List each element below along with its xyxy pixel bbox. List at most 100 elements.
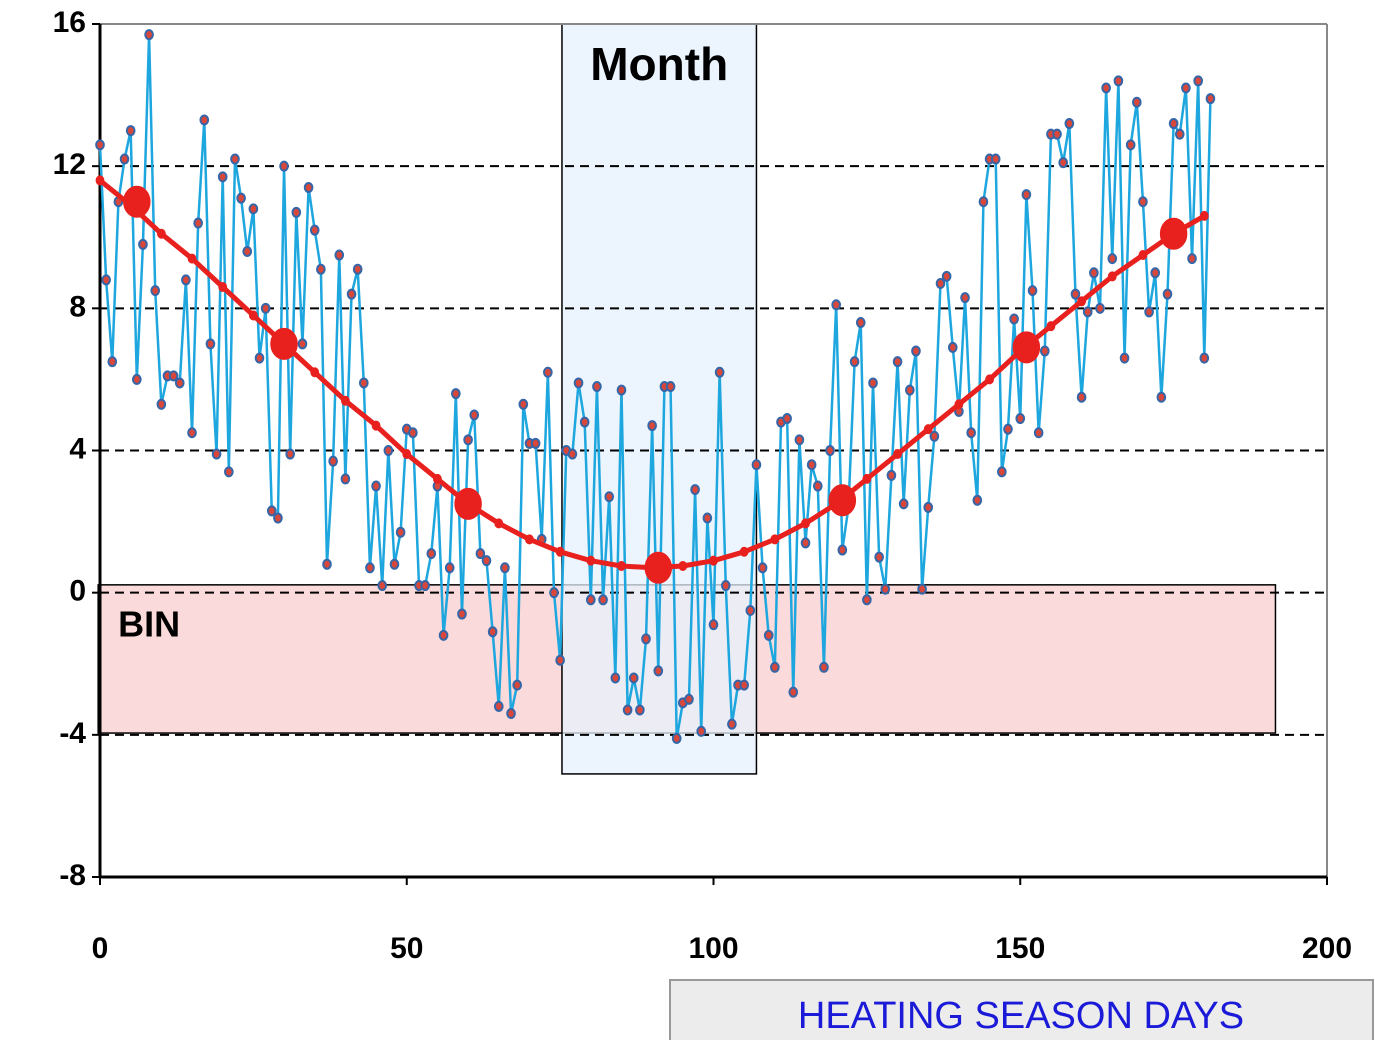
data-point xyxy=(935,277,946,289)
data-point xyxy=(297,338,308,350)
data-point xyxy=(123,185,151,218)
data-point xyxy=(150,285,161,297)
data-point xyxy=(512,679,523,691)
data-point xyxy=(702,512,713,524)
data-point xyxy=(739,679,749,691)
data-point xyxy=(270,327,298,360)
data-point xyxy=(433,473,442,484)
data-point xyxy=(334,249,345,261)
data-point xyxy=(1199,352,1210,364)
data-point xyxy=(217,171,228,183)
data-point xyxy=(941,270,952,282)
data-point xyxy=(960,292,970,304)
data-point xyxy=(622,704,633,716)
data-point xyxy=(1162,288,1173,300)
data-point xyxy=(101,274,111,286)
data-point xyxy=(1039,345,1050,357)
data-point xyxy=(892,356,903,368)
data-point xyxy=(1119,352,1130,364)
data-point xyxy=(990,153,1001,165)
data-point xyxy=(585,594,596,606)
data-line xyxy=(98,33,1212,740)
data-point xyxy=(230,153,240,165)
data-point xyxy=(714,366,725,378)
data-point xyxy=(316,263,326,275)
x-tick-label: 0 xyxy=(92,932,109,965)
data-point xyxy=(426,548,437,560)
data-point xyxy=(862,594,872,606)
data-point xyxy=(469,409,480,421)
x-axis-label: HEATING SEASON DAYS xyxy=(798,995,1244,1037)
data-point xyxy=(635,704,645,716)
data-point xyxy=(617,561,626,572)
data-point xyxy=(610,672,621,684)
data-point xyxy=(579,416,590,428)
y-tick-label: 16 xyxy=(53,6,86,39)
data-point xyxy=(1076,391,1087,403)
data-point xyxy=(236,192,246,204)
data-point xyxy=(530,437,541,449)
data-point xyxy=(365,562,375,574)
data-point xyxy=(525,534,534,545)
data-point xyxy=(438,629,449,641)
data-point xyxy=(604,491,615,503)
data-point xyxy=(1205,93,1216,105)
data-point xyxy=(500,562,510,574)
data-point xyxy=(303,181,314,193)
data-point xyxy=(193,217,203,229)
data-point xyxy=(708,619,719,631)
data-point xyxy=(954,399,964,410)
data-point xyxy=(181,274,191,286)
y-tick-label: 12 xyxy=(53,148,86,181)
data-point xyxy=(273,512,283,524)
data-point xyxy=(929,430,940,442)
data-point xyxy=(665,381,676,393)
data-point xyxy=(684,693,694,705)
data-point xyxy=(720,580,731,592)
data-point xyxy=(254,352,265,364)
data-point xyxy=(218,282,228,293)
data-point xyxy=(95,139,105,151)
data-point xyxy=(770,534,780,545)
data-point xyxy=(457,608,467,620)
data-point xyxy=(107,356,118,368)
data-point xyxy=(690,484,700,496)
data-point xyxy=(549,587,559,599)
data-point xyxy=(377,580,388,592)
data-point xyxy=(868,377,878,389)
data-point xyxy=(1101,82,1111,94)
y-tick-label: -4 xyxy=(59,717,86,750)
data-point xyxy=(1199,210,1209,221)
data-point xyxy=(248,310,258,321)
data-point xyxy=(1082,306,1093,318)
data-point xyxy=(487,626,498,638)
data-point xyxy=(898,498,909,510)
data-point xyxy=(168,370,179,382)
data-point xyxy=(174,377,185,389)
data-point xyxy=(628,672,639,684)
data-point xyxy=(279,160,289,172)
data-point xyxy=(1052,128,1062,140)
data-point xyxy=(573,377,584,389)
data-point xyxy=(1095,302,1105,314)
data-point xyxy=(309,224,320,236)
data-point xyxy=(1003,423,1013,435)
data-point xyxy=(886,469,897,481)
data-point xyxy=(855,317,866,329)
data-point xyxy=(1009,313,1019,325)
data-point xyxy=(341,395,350,406)
data-point xyxy=(1021,189,1032,201)
data-point xyxy=(1027,285,1038,297)
data-point xyxy=(592,381,602,393)
data-point xyxy=(395,526,406,538)
data-point xyxy=(242,245,253,257)
data-point xyxy=(966,427,976,439)
data-point xyxy=(696,725,707,737)
data-point xyxy=(119,153,130,165)
data-point xyxy=(641,633,651,645)
data-point xyxy=(475,548,486,560)
data-point xyxy=(1012,331,1041,364)
data-point xyxy=(653,665,664,677)
data-point xyxy=(224,466,234,478)
